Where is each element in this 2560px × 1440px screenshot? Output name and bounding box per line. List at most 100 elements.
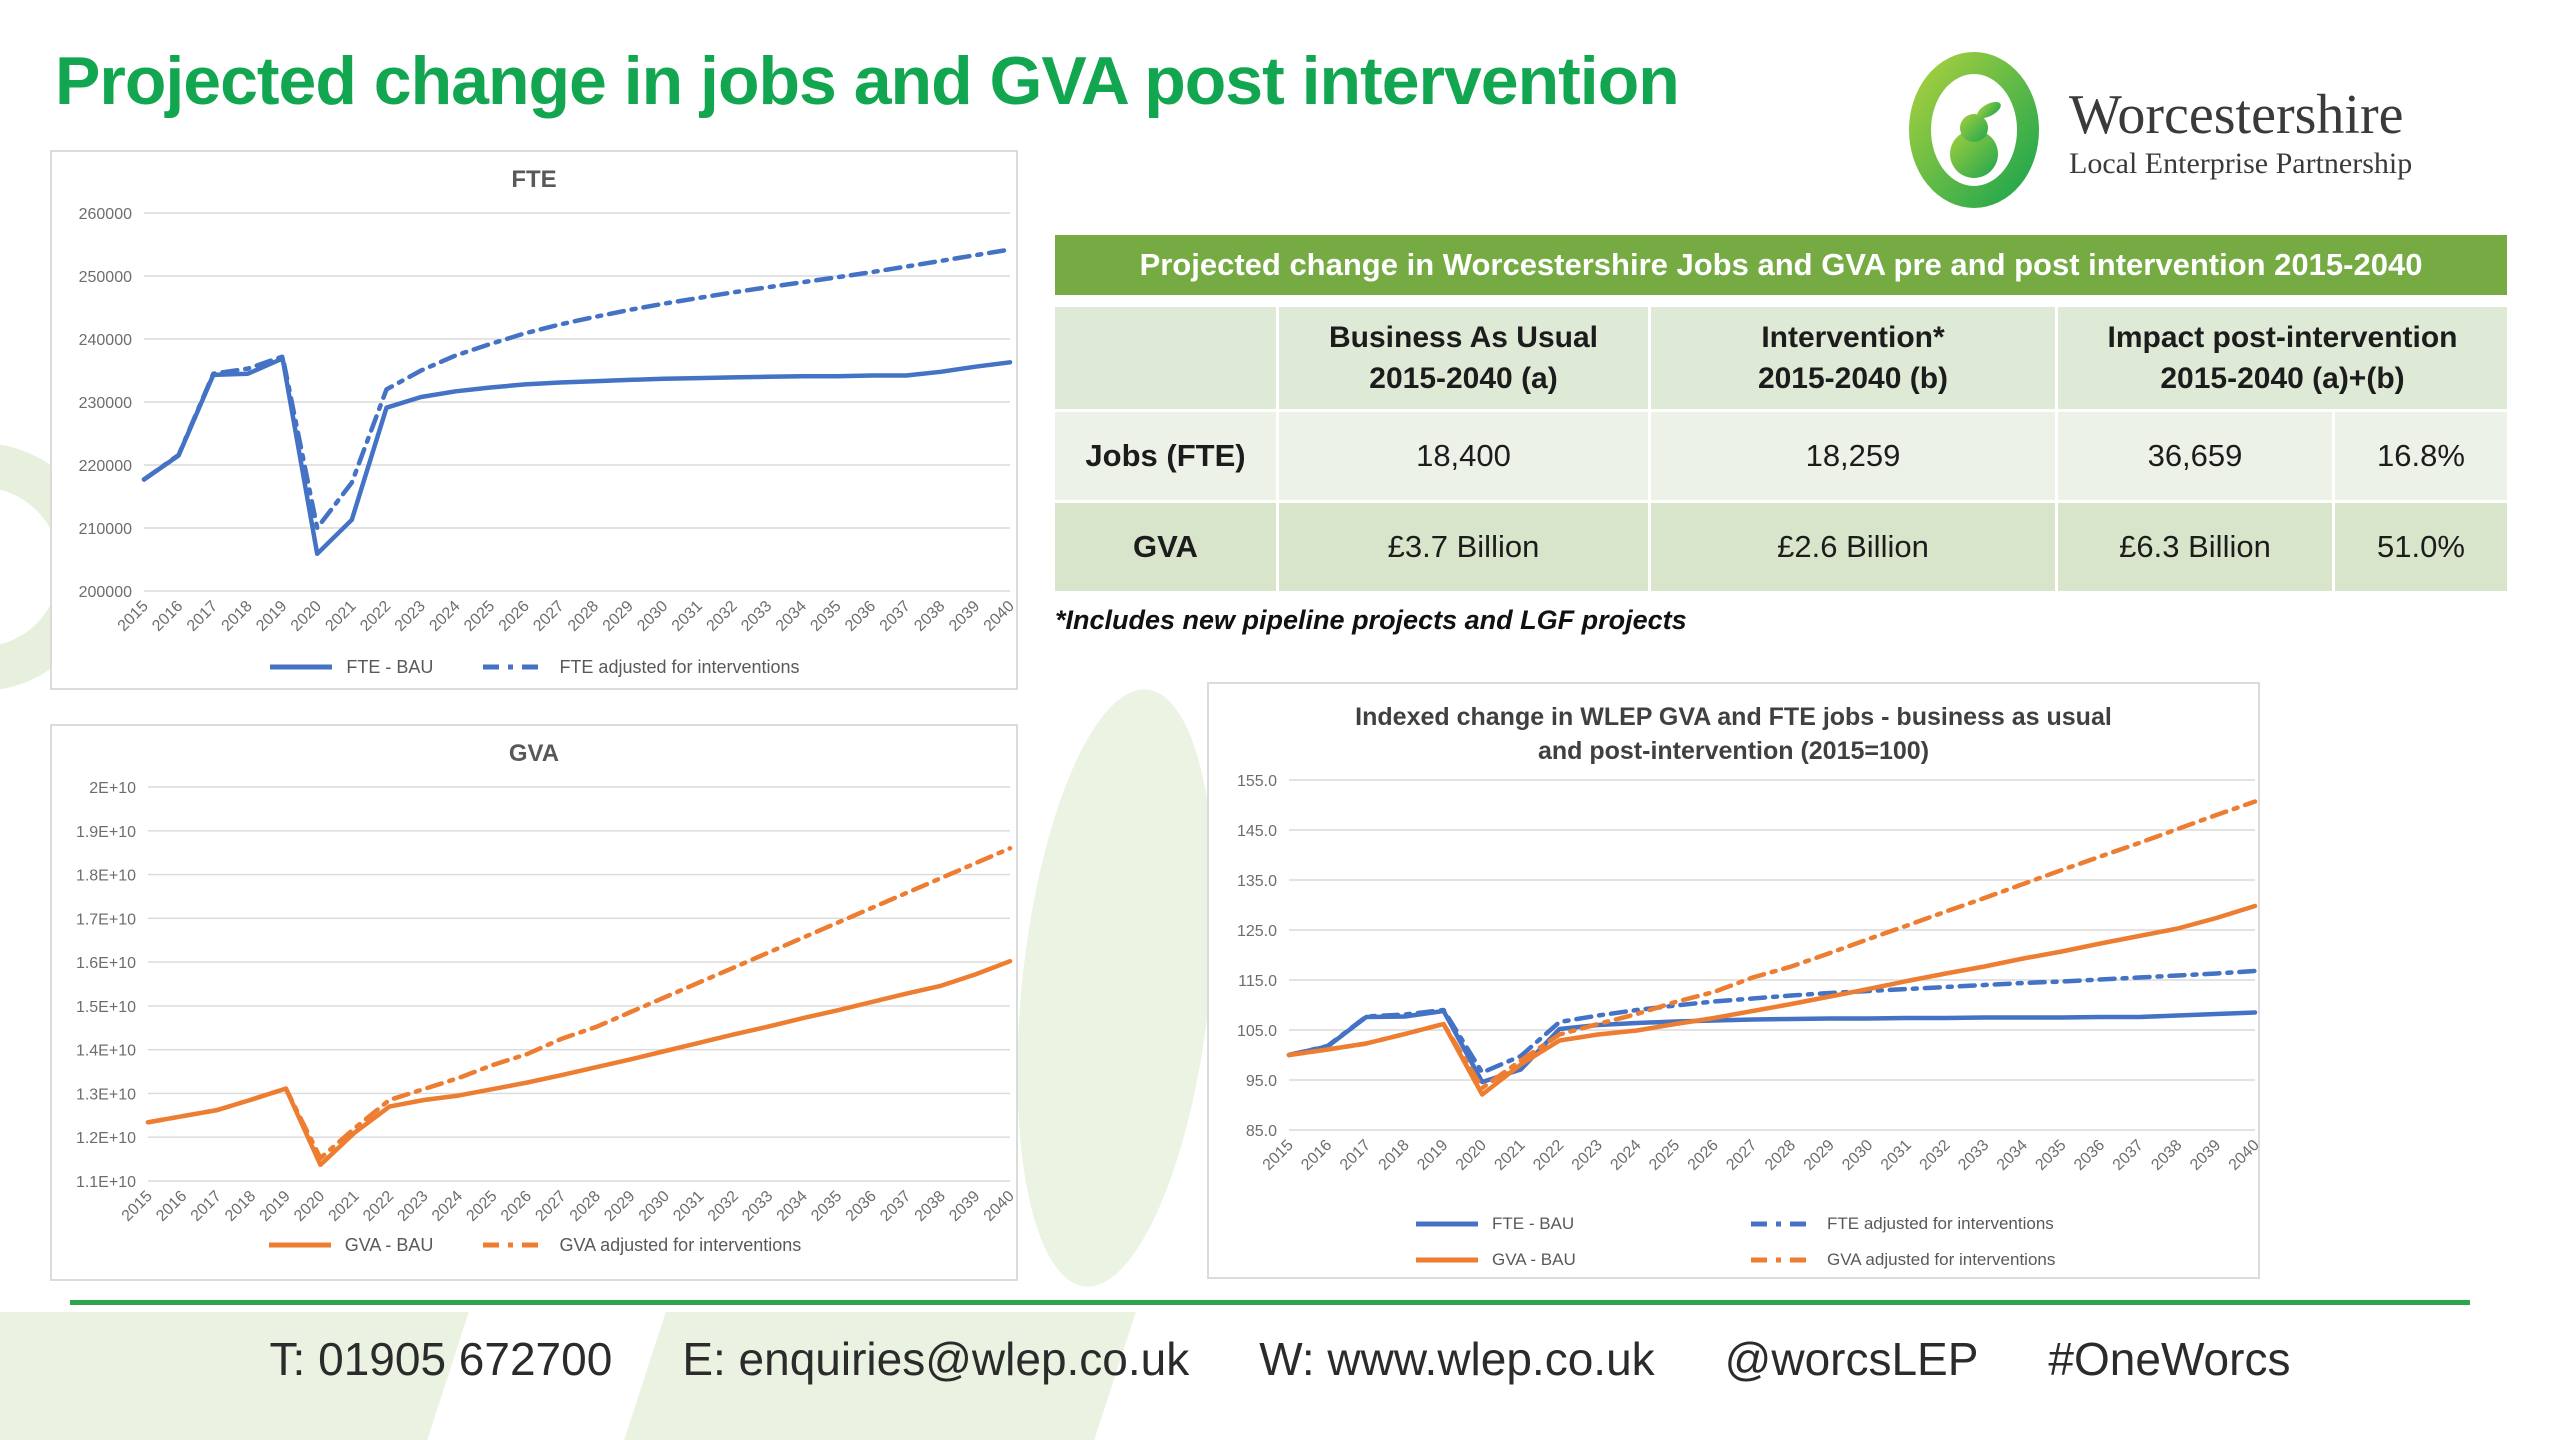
svg-text:2020: 2020 bbox=[288, 598, 325, 635]
solid-line-icon bbox=[270, 664, 333, 670]
svg-text:2016: 2016 bbox=[153, 1188, 190, 1225]
svg-text:145.0: 145.0 bbox=[1237, 823, 1277, 840]
svg-text:2031: 2031 bbox=[670, 1188, 707, 1225]
svg-text:2034: 2034 bbox=[773, 598, 810, 635]
svg-text:2037: 2037 bbox=[877, 598, 914, 635]
wlep-logo: Worcestershire Local Enterprise Partners… bbox=[1905, 52, 2412, 214]
svg-text:2019: 2019 bbox=[253, 598, 290, 635]
svg-text:2030: 2030 bbox=[634, 598, 671, 635]
svg-text:85.0: 85.0 bbox=[1246, 1123, 1277, 1140]
svg-text:200000: 200000 bbox=[79, 584, 132, 601]
legend-entry: FTE - BAU bbox=[1414, 1214, 1749, 1234]
svg-text:2020: 2020 bbox=[291, 1188, 328, 1225]
svg-text:2021: 2021 bbox=[322, 598, 359, 635]
logo-org-name: Worcestershire bbox=[2069, 84, 2404, 146]
legend-label: GVA - BAU bbox=[344, 1234, 434, 1255]
svg-text:2023: 2023 bbox=[394, 1188, 431, 1225]
svg-text:2018: 2018 bbox=[222, 1188, 259, 1225]
table-cell-jobs-intervention: 18,259 bbox=[1651, 412, 2055, 500]
svg-text:2024: 2024 bbox=[429, 1188, 466, 1225]
svg-text:2022: 2022 bbox=[360, 1188, 397, 1225]
dashdot-line-icon bbox=[1751, 1221, 1813, 1227]
svg-text:240000: 240000 bbox=[79, 332, 132, 349]
svg-text:2037: 2037 bbox=[2110, 1137, 2147, 1174]
svg-text:2032: 2032 bbox=[704, 598, 741, 635]
svg-text:2023: 2023 bbox=[392, 598, 429, 635]
dashdot-line-icon bbox=[483, 664, 546, 670]
table-header-line: Impact post-intervention bbox=[2107, 321, 2458, 354]
footer-hashtag: #OneWorcs bbox=[2048, 1333, 2291, 1385]
svg-text:2039: 2039 bbox=[2187, 1137, 2224, 1174]
svg-text:2026: 2026 bbox=[498, 1188, 535, 1225]
dashdot-line-icon bbox=[483, 1242, 546, 1248]
svg-text:2036: 2036 bbox=[2071, 1137, 2108, 1174]
solid-line-icon bbox=[1416, 1257, 1478, 1263]
footer-divider bbox=[70, 1300, 2470, 1305]
svg-text:2035: 2035 bbox=[807, 598, 844, 635]
legend-label: GVA adjusted for interventions bbox=[1827, 1250, 2056, 1269]
svg-text:2026: 2026 bbox=[1685, 1137, 1722, 1174]
indexed-chart-title: Indexed change in WLEP GVA and FTE jobs … bbox=[1355, 703, 2112, 765]
dashdot-line-icon bbox=[1751, 1257, 1813, 1263]
logo-org-subtitle: Local Enterprise Partnership bbox=[2069, 147, 2413, 180]
svg-text:2025: 2025 bbox=[463, 1188, 500, 1225]
table-cell-gva-impact-pct: 51.0% bbox=[2335, 503, 2507, 591]
footer-phone: T: 01905 672700 bbox=[269, 1333, 613, 1385]
svg-text:1.7E+10: 1.7E+10 bbox=[76, 911, 136, 928]
svg-text:2018: 2018 bbox=[1376, 1137, 1413, 1174]
svg-text:2E+10: 2E+10 bbox=[89, 780, 136, 797]
legend-label: FTE - BAU bbox=[1492, 1214, 1575, 1233]
table-header-line: 2015-2040 (b) bbox=[1757, 362, 1949, 395]
legend-entry: GVA - BAU bbox=[267, 1234, 434, 1256]
svg-text:105.0: 105.0 bbox=[1237, 1023, 1277, 1040]
svg-text:2027: 2027 bbox=[532, 1188, 569, 1225]
table-corner-cell bbox=[1055, 307, 1276, 409]
pear-logo-icon bbox=[1909, 52, 2039, 208]
legend-entry: GVA adjusted for interventions bbox=[481, 1235, 801, 1256]
svg-text:2027: 2027 bbox=[1723, 1137, 1760, 1174]
table-footnote: *Includes new pipeline projects and LGF … bbox=[1055, 605, 1687, 635]
logo-text: Worcestershire Local Enterprise Partners… bbox=[2069, 84, 2412, 182]
svg-text:95.0: 95.0 bbox=[1246, 1073, 1277, 1090]
svg-text:2015: 2015 bbox=[119, 1188, 156, 1225]
impact-table: Projected change in Worcestershire Jobs … bbox=[1055, 235, 2507, 636]
footer-email: E: enquiries@wlep.co.uk bbox=[682, 1333, 1190, 1385]
svg-text:2019: 2019 bbox=[257, 1188, 294, 1225]
footer-twitter-handle: @worcsLEP bbox=[1724, 1333, 1979, 1385]
svg-text:2022: 2022 bbox=[1530, 1137, 1567, 1174]
svg-text:2029: 2029 bbox=[1801, 1137, 1838, 1174]
indexed-chart-canvas: 85.0 95.0 105.0 115.0 125.0 135.0 145.0 155.0 20… bbox=[1209, 773, 2263, 1206]
indexed-chart-plot: 85.0 95.0 105.0 115.0 125.0 135.0 145.0 155.0 20… bbox=[1237, 773, 2263, 1174]
svg-text:210000: 210000 bbox=[79, 521, 132, 538]
legend-entry: GVA adjusted for interventions bbox=[1749, 1250, 2258, 1270]
svg-text:2039: 2039 bbox=[946, 1188, 983, 1225]
svg-text:2026: 2026 bbox=[496, 598, 533, 635]
svg-text:2030: 2030 bbox=[1839, 1137, 1876, 1174]
svg-text:1.2E+10: 1.2E+10 bbox=[76, 1130, 136, 1147]
svg-text:2040: 2040 bbox=[2226, 1137, 2263, 1174]
footer-website: W: www.wlep.co.uk bbox=[1259, 1333, 1655, 1385]
table-cell-jobs-bau: 18,400 bbox=[1279, 412, 1648, 500]
svg-text:2024: 2024 bbox=[1607, 1137, 1644, 1174]
svg-text:1.9E+10: 1.9E+10 bbox=[76, 824, 136, 841]
gva-chart-plot: 1.1E+10 1.2E+10 1.3E+10 1.4E+10 1.5E+10 1.6E+… bbox=[76, 780, 1018, 1225]
svg-text:2019: 2019 bbox=[1414, 1137, 1451, 1174]
svg-text:2036: 2036 bbox=[843, 1188, 880, 1225]
legend-label: GVA - BAU bbox=[1492, 1250, 1576, 1269]
table-row-label-jobs: Jobs (FTE) bbox=[1055, 412, 1276, 500]
table-banner: Projected change in Worcestershire Jobs … bbox=[1055, 235, 2507, 295]
legend-entry: GVA - BAU bbox=[1414, 1250, 1749, 1270]
svg-text:2027: 2027 bbox=[530, 598, 567, 635]
svg-text:2015: 2015 bbox=[115, 598, 152, 635]
legend-entry: FTE adjusted for interventions bbox=[481, 657, 800, 678]
gva-chart: GVA 1.1E+10 1.2E+10 1.3E+10 1.4E+10 1.5E+10 1… bbox=[50, 724, 1018, 1281]
svg-text:2016: 2016 bbox=[149, 598, 186, 635]
table-cell-jobs-impact: 36,659 bbox=[2058, 412, 2332, 500]
legend-label: GVA adjusted for interventions bbox=[559, 1234, 802, 1255]
table-header-line: Business As Usual bbox=[1329, 321, 1598, 354]
page-title: Projected change in jobs and GVA post in… bbox=[55, 43, 1680, 119]
table-header-intervention: Intervention* 2015-2040 (b) bbox=[1651, 307, 2055, 409]
solid-line-icon bbox=[1416, 1221, 1478, 1227]
svg-text:2031: 2031 bbox=[669, 598, 706, 635]
svg-text:2032: 2032 bbox=[1917, 1137, 1954, 1174]
